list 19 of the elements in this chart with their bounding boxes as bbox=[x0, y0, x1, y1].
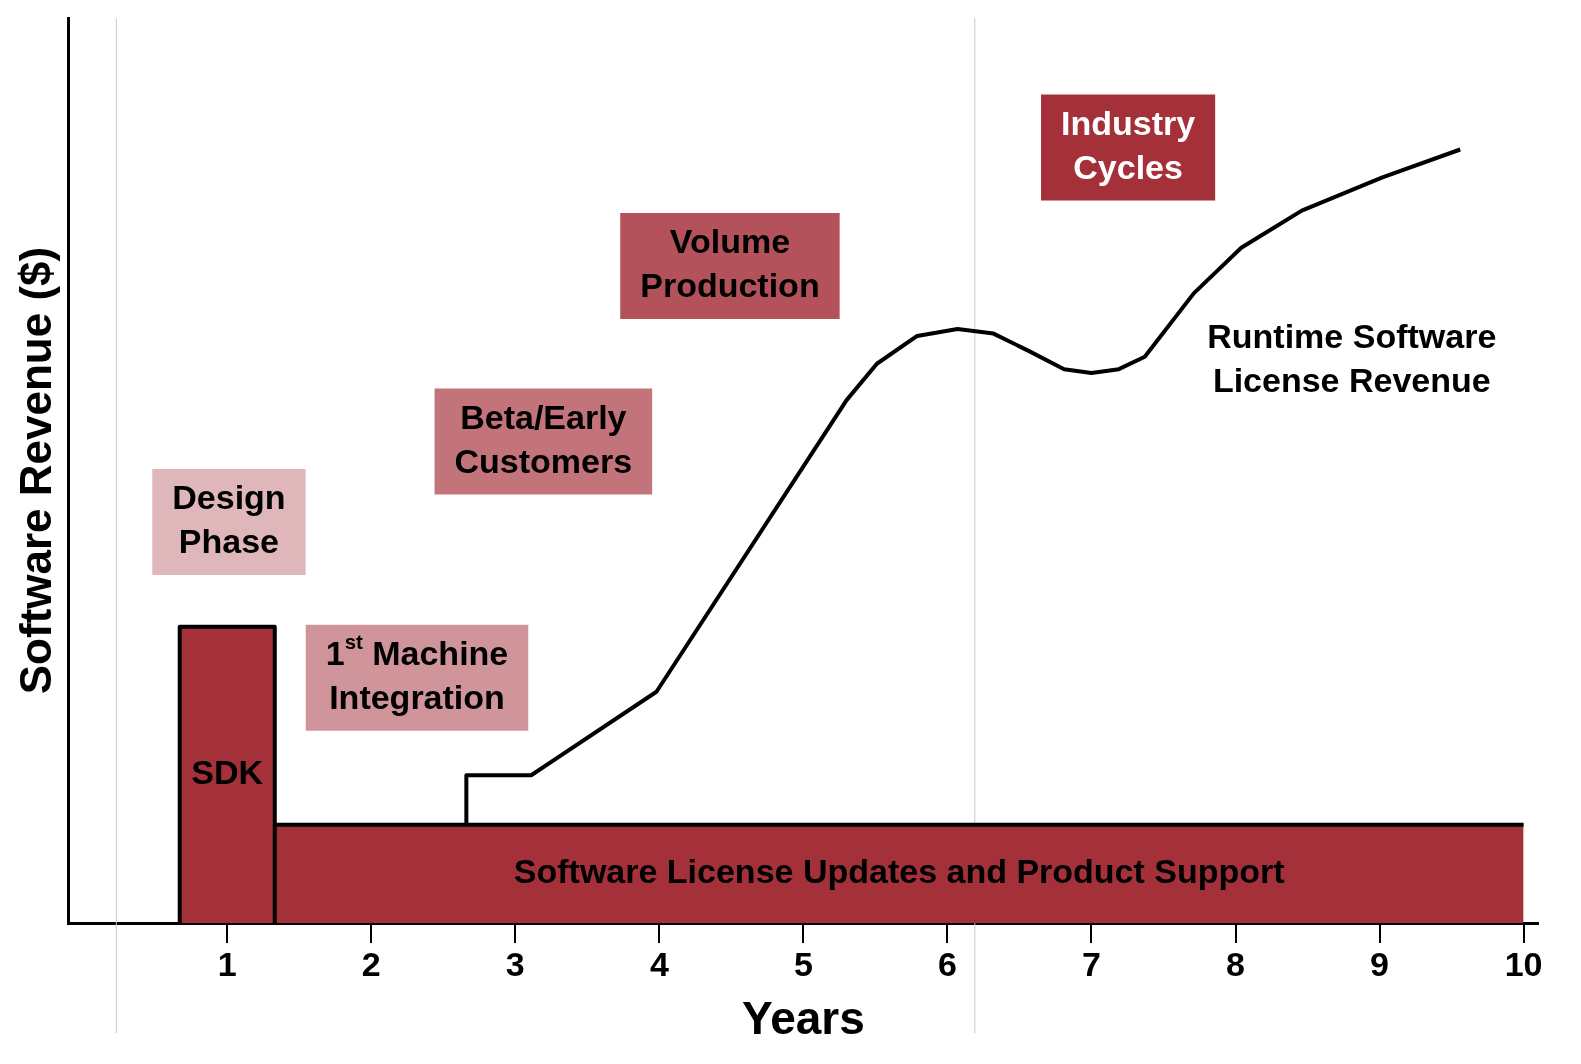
annotation: Design Phase bbox=[172, 478, 286, 561]
x-tick-label: 2 bbox=[361, 944, 381, 983]
x-axis-title: Years bbox=[742, 992, 865, 1045]
x-tick-label: 8 bbox=[1226, 944, 1245, 983]
x-tick-label: 5 bbox=[793, 944, 813, 983]
x-tick-label: 7 bbox=[1082, 944, 1101, 983]
annotation: Volume Production bbox=[640, 222, 820, 305]
x-tick-label: 4 bbox=[649, 944, 669, 983]
annotation: Beta/Early Customers bbox=[454, 397, 633, 480]
x-tick-label: 1 bbox=[217, 944, 237, 983]
series-label: Runtime Software License Revenue bbox=[1207, 316, 1497, 399]
y-axis-title: Software Revenue ($) bbox=[10, 246, 60, 695]
series-label: SDK bbox=[191, 753, 264, 792]
x-tick-label: 9 bbox=[1370, 944, 1390, 983]
x-tick-label: 6 bbox=[937, 944, 957, 983]
x-tick-label: 10 bbox=[1504, 944, 1543, 983]
x-tick-label: 3 bbox=[505, 944, 525, 983]
annotation: Industry Cycles bbox=[1061, 103, 1196, 186]
series-label: Software License Updates and Product Support bbox=[513, 852, 1285, 891]
